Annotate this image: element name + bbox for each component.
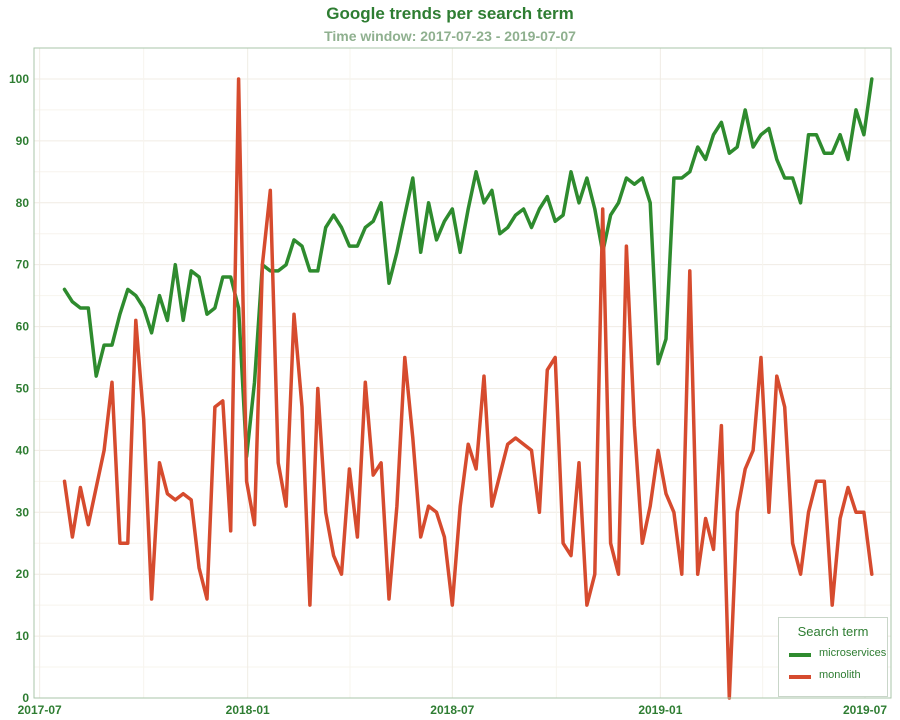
legend-entry-microservices: microservices xyxy=(787,646,887,662)
x-tick-label: 2019-07 xyxy=(843,703,887,717)
x-tick-label: 2017-07 xyxy=(18,703,62,717)
legend-entry-monolith: monolith xyxy=(787,668,887,684)
y-axis: 0 10 20 30 40 50 60 70 80 90 100 xyxy=(9,72,29,705)
y-tick-label: 30 xyxy=(16,505,30,519)
y-tick-label: 90 xyxy=(16,134,30,148)
y-tick-label: 100 xyxy=(9,72,29,86)
y-tick-label: 70 xyxy=(16,258,30,272)
legend-label-microservices: microservices xyxy=(819,647,887,659)
chart-subtitle: Time window: 2017-07-23 - 2019-07-07 xyxy=(324,28,576,44)
x-tick-label: 2018-07 xyxy=(430,703,474,717)
series-line-microservices xyxy=(62,77,874,459)
y-tick-label: 80 xyxy=(16,196,30,210)
legend-swatch-microservices xyxy=(789,653,811,657)
x-axis: 2017-07 2018-01 2018-07 2019-01 2019-07 xyxy=(18,703,888,717)
plot-frame xyxy=(33,47,892,699)
legend-title: Search term xyxy=(797,624,869,639)
legend: Search term microservices monolith xyxy=(778,617,888,697)
series-line-monolith xyxy=(62,77,874,700)
legend-label-monolith: monolith xyxy=(819,669,861,681)
x-tick-label: 2018-01 xyxy=(226,703,270,717)
y-tick-label: 10 xyxy=(16,629,30,643)
y-tick-label: 40 xyxy=(16,443,30,457)
chart-title: Google trends per search term xyxy=(326,4,574,23)
y-tick-label: 60 xyxy=(16,320,30,334)
legend-swatch-monolith xyxy=(789,675,811,679)
y-tick-label: 50 xyxy=(16,381,30,395)
y-tick-label: 0 xyxy=(22,691,29,705)
y-tick-label: 20 xyxy=(16,567,30,581)
x-tick-label: 2019-01 xyxy=(638,703,682,717)
series-layer xyxy=(62,77,874,700)
